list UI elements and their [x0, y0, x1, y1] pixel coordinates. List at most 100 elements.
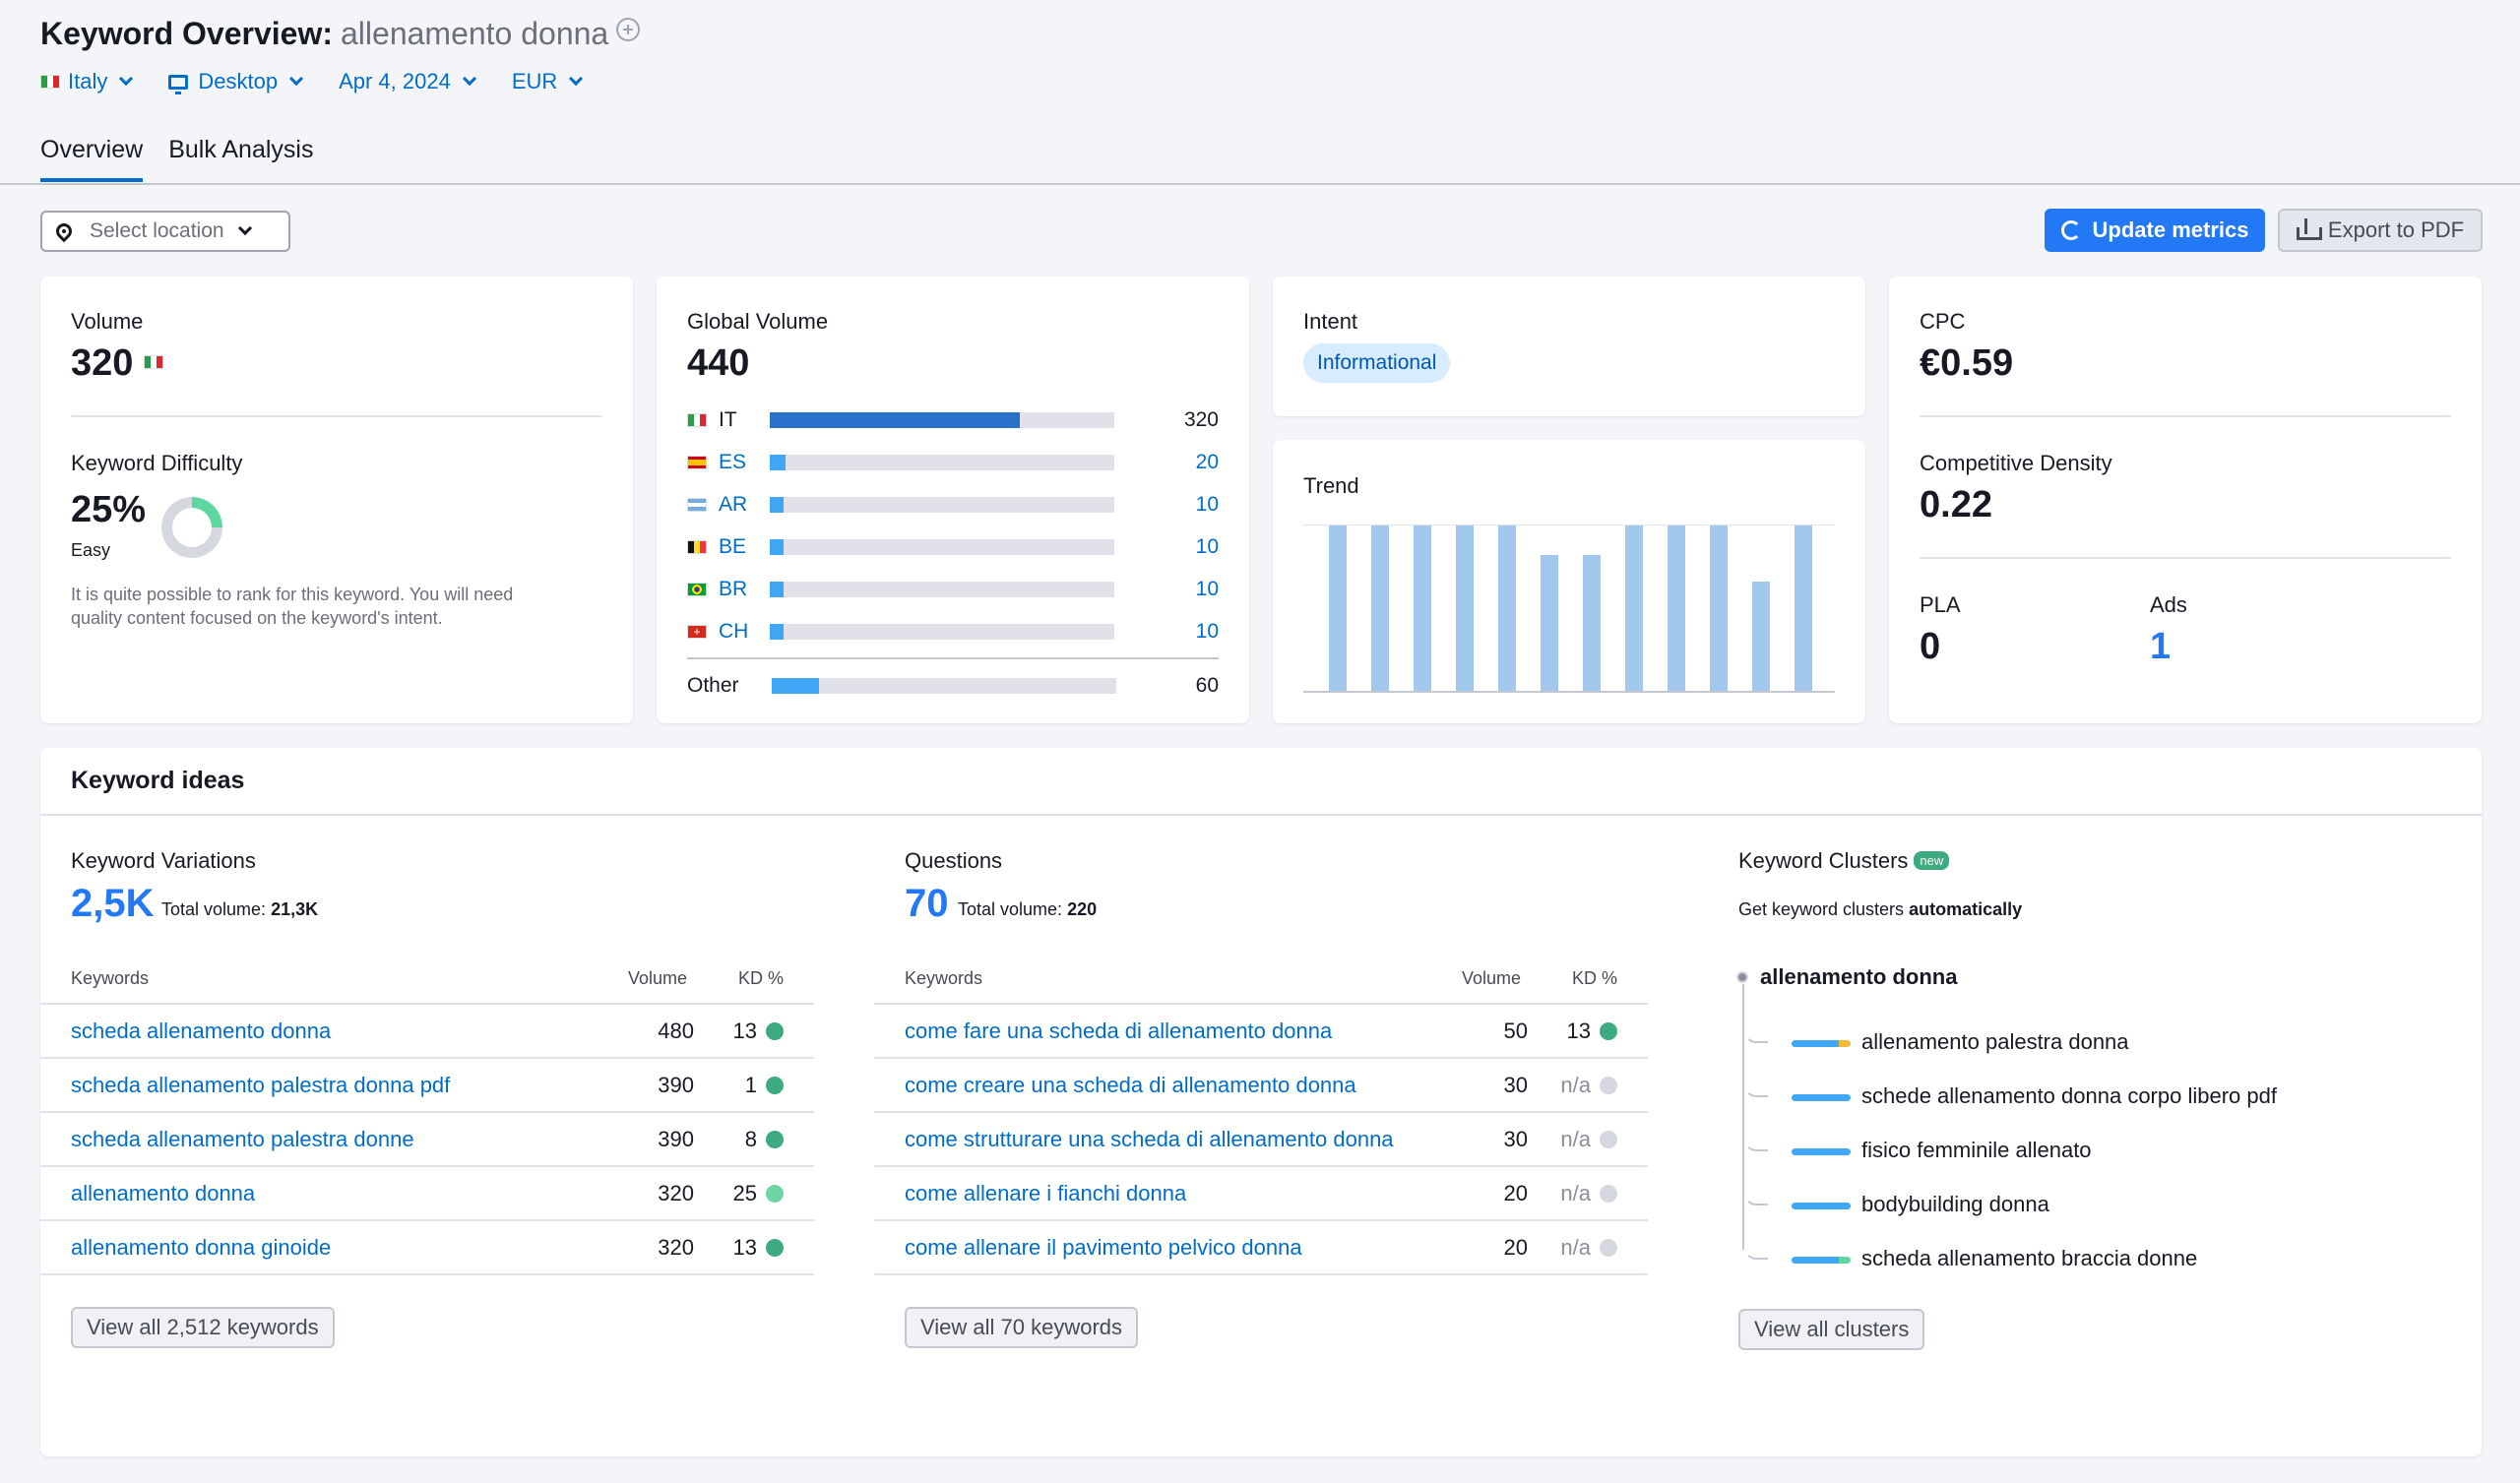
cluster-branch	[1744, 1132, 1768, 1151]
new-badge: new	[1914, 851, 1950, 870]
total-label: Total volume:	[161, 899, 267, 919]
cd-value: 0.22	[1920, 484, 1992, 525]
tab-bulk-analysis[interactable]: Bulk Analysis	[168, 136, 314, 163]
divider	[71, 415, 602, 417]
cluster-bar	[1792, 1148, 1851, 1155]
chevron-down-icon	[119, 71, 134, 87]
keyword-kd: 8	[744, 1126, 757, 1151]
cluster-branch	[1744, 1078, 1768, 1097]
gv-bar-fill	[770, 539, 784, 555]
cluster-bar	[1792, 1094, 1851, 1101]
keyword-link[interactable]: come strutturare una scheda di allenamen…	[905, 1126, 1394, 1151]
country-code: ES	[719, 451, 747, 473]
questions-label: Questions	[905, 848, 1003, 873]
update-metrics-button[interactable]: Update metrics	[2045, 209, 2265, 252]
variations-label: Keyword Variations	[71, 848, 256, 873]
gv-row[interactable]: IT 320	[687, 407, 1219, 433]
location-placeholder: Select location	[90, 219, 224, 242]
kd-indicator-dot	[766, 1130, 784, 1148]
add-keyword-icon[interactable]	[616, 18, 641, 41]
kd-indicator-dot	[1600, 1021, 1617, 1040]
keyword-volume: 320	[658, 1180, 694, 1205]
cluster-bar	[1792, 1040, 1851, 1047]
divider	[1920, 415, 2451, 417]
gv-row[interactable]: BE 10	[687, 534, 1219, 560]
country-label: Italy	[68, 69, 108, 93]
keyword-link[interactable]: come allenare i fianchi donna	[905, 1180, 1187, 1205]
intent-badge: Informational	[1303, 343, 1451, 383]
kd-indicator-dot	[1600, 1184, 1617, 1203]
switzerland-flag-icon: +	[687, 625, 707, 639]
keyword-link[interactable]: scheda allenamento palestra donna pdf	[71, 1072, 451, 1097]
clusters-desc-bold: automatically	[1909, 899, 2023, 919]
view-all-clusters-button[interactable]: View all clusters	[1738, 1309, 1925, 1350]
gv-row-other: Other 60	[687, 673, 1219, 699]
ads-value[interactable]: 1	[2150, 626, 2172, 667]
argentina-flag-icon	[687, 498, 707, 512]
view-all-keywords-button[interactable]: View all 2,512 keywords	[71, 1307, 335, 1348]
gv-bar-fill	[770, 497, 784, 513]
view-all-questions-button[interactable]: View all 70 keywords	[905, 1307, 1139, 1348]
currency-filter[interactable]: EUR	[512, 69, 584, 94]
keyword-kd: 13	[1566, 1018, 1591, 1043]
table-row: scheda allenamento donna 480 13	[40, 1003, 814, 1057]
table-row: allenamento donna ginoide 320 13	[40, 1219, 814, 1273]
country-filter[interactable]: Italy	[40, 69, 134, 94]
gv-row[interactable]: + CH 10	[687, 619, 1219, 645]
cluster-branch	[1744, 1023, 1768, 1043]
keyword-link[interactable]: allenamento donna ginoide	[71, 1234, 332, 1260]
keyword-volume: 480	[658, 1018, 694, 1043]
cluster-item[interactable]: allenamento palestra donna	[1861, 1029, 2129, 1054]
keyword-link[interactable]: scheda allenamento palestra donne	[71, 1126, 414, 1151]
keyword-kd: 1	[744, 1072, 757, 1097]
brazil-flag-icon	[687, 583, 707, 596]
cluster-item[interactable]: scheda allenamento braccia donne	[1861, 1246, 2198, 1270]
variations-count[interactable]: 2,5K	[71, 882, 155, 925]
volume-number: 320	[71, 342, 134, 384]
gv-row[interactable]: ES 20	[687, 450, 1219, 475]
keyword-kd: n/a	[1560, 1126, 1591, 1151]
gv-row[interactable]: BR 10	[687, 577, 1219, 602]
export-icon	[2296, 218, 2322, 240]
col-kd: KD %	[1572, 968, 1618, 988]
gv-bar-fill	[772, 678, 819, 694]
table-row: come fare una scheda di allenamento donn…	[874, 1003, 1648, 1057]
keyword-link[interactable]: scheda allenamento donna	[71, 1018, 332, 1043]
keyword-volume: 320	[658, 1234, 694, 1260]
keyword-volume: 20	[1503, 1180, 1528, 1205]
table-bottom-border	[40, 1273, 814, 1275]
cluster-item[interactable]: fisico femminile allenato	[1861, 1138, 2092, 1162]
keyword-volume: 30	[1503, 1126, 1528, 1151]
device-label: Desktop	[198, 69, 279, 93]
tab-overview[interactable]: Overview	[40, 136, 144, 182]
cpc-value: €0.59	[1920, 342, 2014, 384]
trend-axis	[1303, 691, 1835, 693]
keyword-kd: 13	[732, 1234, 757, 1260]
keyword-link[interactable]: come allenare il pavimento pelvico donna	[905, 1234, 1302, 1260]
country-volume: 10	[1195, 493, 1219, 516]
date-filter[interactable]: Apr 4, 2024	[339, 69, 476, 94]
kd-indicator-dot	[1600, 1238, 1617, 1257]
kd-description-2: quality content focused on the keyword's…	[71, 608, 443, 628]
belgium-flag-icon	[687, 540, 707, 554]
table-bottom-border	[874, 1273, 1648, 1275]
keyword-volume: 20	[1503, 1234, 1528, 1260]
global-volume-value: 440	[687, 342, 750, 384]
keyword-link[interactable]: allenamento donna	[71, 1180, 256, 1205]
country-code: AR	[719, 493, 748, 516]
keyword-link[interactable]: come creare una scheda di allenamento do…	[905, 1072, 1356, 1097]
update-metrics-label: Update metrics	[2092, 217, 2249, 242]
export-pdf-button[interactable]: Export to PDF	[2278, 209, 2483, 252]
cluster-item[interactable]: bodybuilding donna	[1861, 1192, 2049, 1216]
questions-count[interactable]: 70	[905, 882, 949, 925]
trend-card	[1273, 440, 1865, 723]
trend-bar	[1583, 555, 1601, 691]
cluster-branch	[1744, 1240, 1768, 1260]
trend-bar	[1414, 525, 1431, 691]
keyword-link[interactable]: come fare una scheda di allenamento donn…	[905, 1018, 1333, 1043]
device-filter[interactable]: Desktop	[168, 69, 304, 94]
location-select[interactable]: Select location	[40, 211, 290, 252]
cluster-item[interactable]: schede allenamento donna corpo libero pd…	[1861, 1083, 2277, 1108]
gv-row[interactable]: AR 10	[687, 492, 1219, 518]
volume-value: 320	[71, 342, 163, 385]
